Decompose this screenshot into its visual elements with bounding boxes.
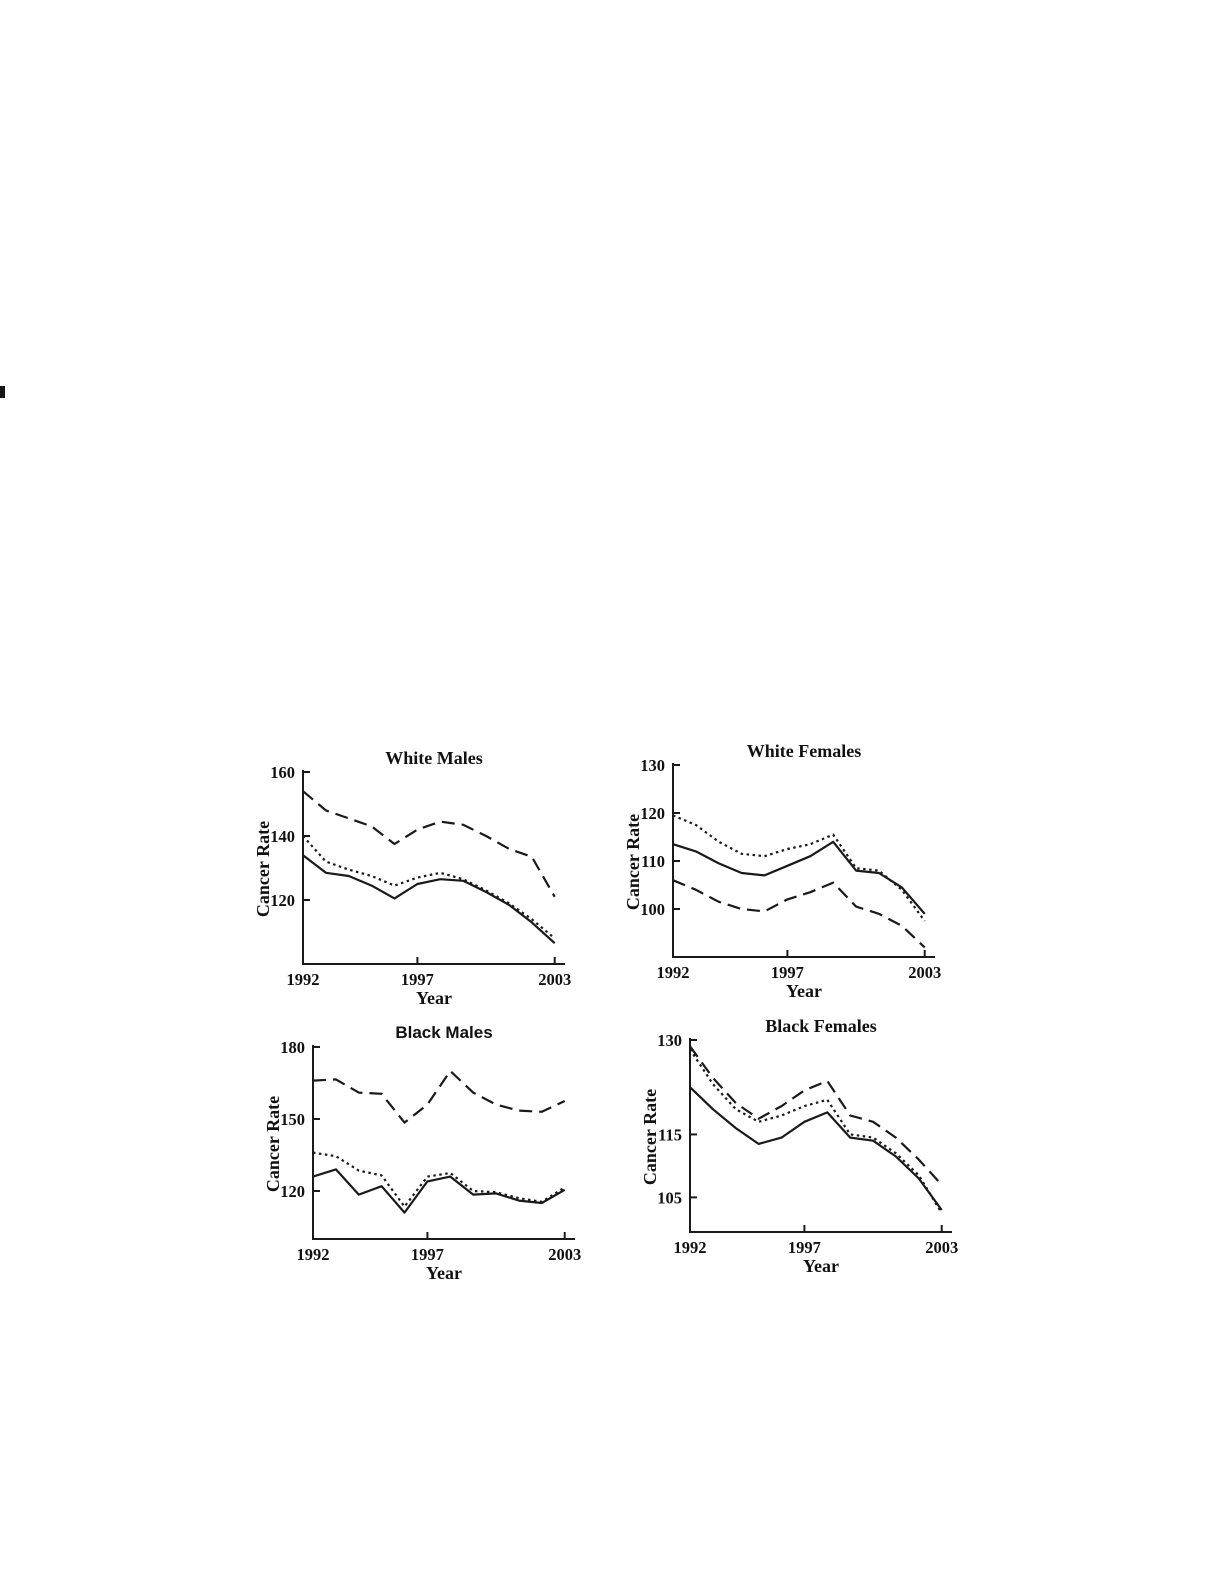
chart-title: White Females: [746, 741, 862, 761]
y-tick-label: 160: [270, 763, 295, 782]
series-upper-dotted: [672, 814, 926, 922]
series-lower-solid: [302, 854, 556, 945]
plot-area: 100 110 120 130 1992 1997 2003: [640, 756, 941, 982]
series-lower-solid: [689, 1086, 943, 1211]
x-axis-label: Year: [803, 1256, 839, 1276]
x-tick-label: 1997: [771, 963, 804, 982]
x-tick-label: 2003: [538, 970, 571, 989]
x-axis-label: Year: [786, 981, 822, 1001]
x-tick-label: 1992: [674, 1238, 707, 1257]
y-tick-label: 110: [641, 852, 665, 871]
y-tick-label: 120: [280, 1182, 305, 1201]
x-tick-label: 1997: [788, 1238, 821, 1257]
chart-white-females: White Females Cancer Rate 100 110 120 130 19…: [608, 735, 948, 1007]
y-tick-label: 130: [640, 756, 665, 775]
y-tick-label: 120: [270, 891, 295, 910]
series-middle-solid: [672, 840, 926, 915]
chart-title: Black Females: [765, 1016, 877, 1036]
x-tick-label: 2003: [548, 1245, 581, 1264]
series-middle-dotted: [302, 835, 556, 940]
y-tick-label: 115: [658, 1125, 682, 1144]
chart-title: Black Males: [395, 1023, 493, 1042]
plot-area: 105 115 130 1992 1997 2003: [657, 1031, 958, 1257]
series-lower-dashed: [672, 879, 926, 949]
series-upper-dashed: [689, 1045, 943, 1186]
x-tick-label: 1997: [401, 970, 434, 989]
plot-area: 120 150 180 1992 1997 2003: [280, 1038, 581, 1264]
x-tick-label: 1992: [287, 970, 320, 989]
series-upper-dashed: [302, 790, 556, 898]
scan-artifact: [0, 386, 5, 398]
x-tick-label: 1992: [297, 1245, 330, 1264]
y-tick-label: 105: [657, 1188, 682, 1207]
x-tick-label: 1992: [657, 963, 690, 982]
y-tick-label: 180: [280, 1038, 305, 1057]
series-middle-dotted: [689, 1048, 943, 1214]
y-tick-label: 140: [270, 827, 295, 846]
y-tick-label: 120: [640, 804, 665, 823]
y-tick-label: 130: [657, 1031, 682, 1050]
x-axis-label: Year: [416, 988, 452, 1008]
x-tick-label: 2003: [925, 1238, 958, 1257]
x-tick-label: 2003: [908, 963, 941, 982]
x-tick-label: 1997: [411, 1245, 444, 1264]
series-lower-solid: [312, 1168, 566, 1214]
chart-black-females: Black Females Cancer Rate 105 115 130 1992 1…: [625, 1010, 965, 1282]
x-axis-label: Year: [426, 1263, 462, 1283]
series-middle-dotted: [312, 1151, 566, 1208]
series-upper-dashed: [312, 1069, 566, 1124]
y-tick-label: 150: [280, 1110, 305, 1129]
plot-area: 120 140 160 1992 1997 2003: [270, 763, 571, 989]
chart-title: White Males: [385, 748, 483, 768]
y-tick-label: 100: [640, 900, 665, 919]
chart-white-males: White Males Cancer Rate 120 140 160 1992 199…: [238, 742, 578, 1014]
chart-black-males: Black Males Cancer Rate 120 150 180 1992 199…: [248, 1017, 588, 1289]
